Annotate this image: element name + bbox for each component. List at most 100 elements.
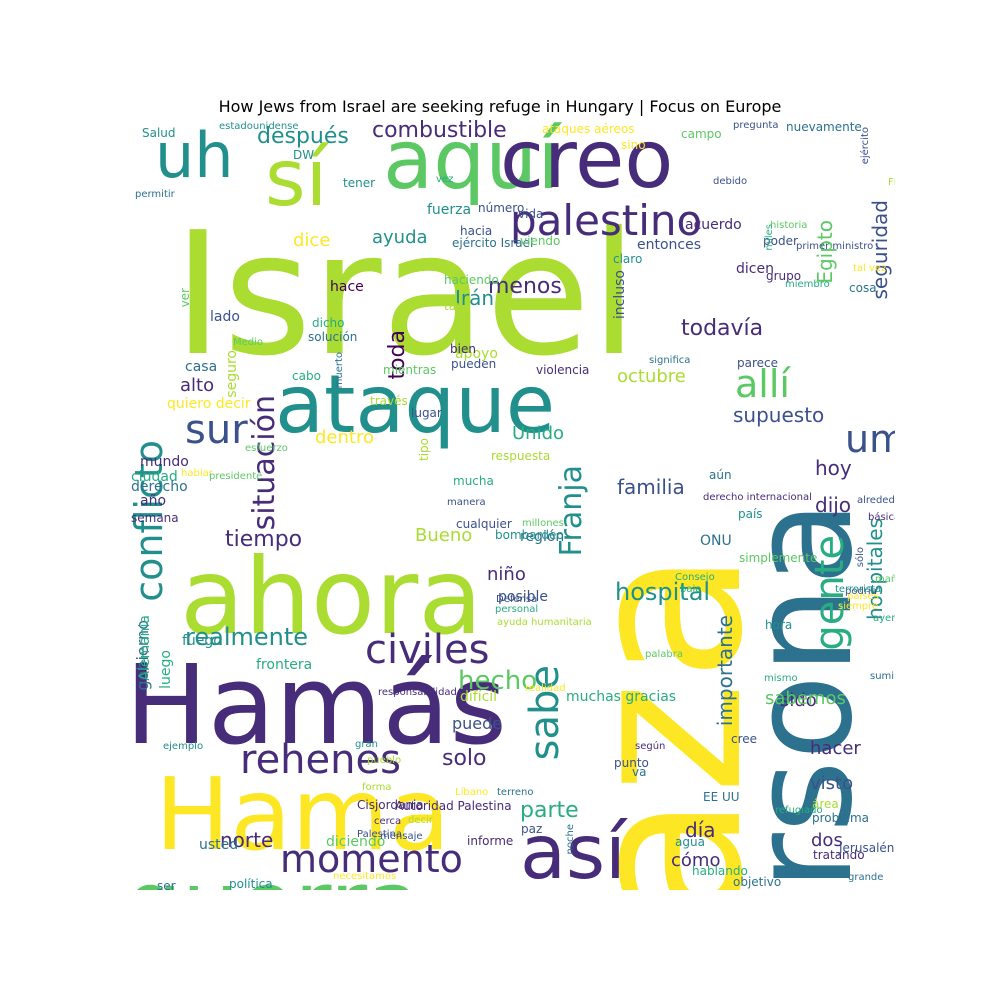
- word-cosa: cosa: [849, 281, 877, 295]
- word-hablando: hablando: [692, 864, 748, 878]
- word-dia: día: [685, 818, 716, 842]
- word-semana: semana: [131, 511, 179, 525]
- word-dificil: difícil: [460, 689, 498, 705]
- word-esfuerzo: esfuerzo: [245, 443, 288, 454]
- word-permitir: permitir: [135, 189, 175, 200]
- word-manana: mañana: [875, 574, 895, 585]
- word-ayer: ayer: [873, 613, 895, 624]
- word-jerusalen: Jerusalén: [839, 841, 895, 855]
- word-sido: sido: [780, 690, 817, 711]
- word-basicamente: básicamente: [868, 512, 895, 523]
- word-poder: poder: [763, 234, 798, 248]
- word-noche: noche: [565, 824, 576, 855]
- word-cloud: IsraelGazapersonaHamásahoraHamaguerraata…: [125, 120, 895, 890]
- word-problema: problema: [812, 811, 870, 825]
- word-debido: debido: [713, 176, 748, 187]
- word-defensa: Defensa: [496, 594, 538, 605]
- word-bombardeo: bombardeo: [495, 528, 564, 542]
- word-importante: importante: [713, 615, 737, 727]
- word-pregunta: pregunta: [733, 120, 779, 131]
- word-palestina: Palestina: [357, 829, 403, 840]
- word-punto: punto: [614, 756, 649, 770]
- word-millones: millones: [522, 518, 564, 529]
- word-momento: momento: [280, 837, 463, 881]
- word-miles: miles: [764, 224, 775, 251]
- word-ejercito: ejército: [860, 127, 871, 165]
- word-grupo: grupo: [766, 269, 802, 283]
- word-tal-vez: tal vez: [853, 263, 887, 274]
- word-refugiado: refugiado: [775, 805, 823, 816]
- word-sino: sino: [621, 138, 646, 152]
- word-casa: casa: [185, 359, 218, 375]
- word-hacia: hacia: [460, 224, 493, 238]
- word-dos: dos: [811, 830, 843, 851]
- word-dicen: dicen: [736, 261, 774, 277]
- word-podria: podría: [845, 586, 877, 597]
- word-ahora: ahora: [180, 536, 483, 658]
- word-solucion: solución: [308, 330, 358, 344]
- word-hospital: hospital: [615, 578, 711, 606]
- word-fuerza: fuerza: [427, 202, 472, 218]
- word-ciudad: ciudad: [131, 469, 178, 485]
- word-bien: bien: [450, 342, 476, 356]
- word-ver: ver: [178, 288, 192, 308]
- word-palestino: palestino: [510, 196, 703, 245]
- word-numero: número: [478, 201, 525, 215]
- word-paises: países: [847, 591, 879, 602]
- word-pueblo: pueblo: [367, 755, 402, 766]
- word-muchas-gracias: muchas gracias: [566, 689, 677, 705]
- word-salud: Salud: [142, 126, 176, 140]
- word-mientras: mientras: [383, 363, 437, 377]
- word-dentro: dentro: [315, 427, 374, 448]
- word-aqui: aquí: [383, 120, 561, 208]
- word-mucha: mucha: [453, 474, 494, 488]
- word-ataque: ataque: [275, 358, 556, 451]
- word-claro: claro: [613, 252, 643, 266]
- word-bueno: Bueno: [415, 525, 473, 546]
- word-unido: Unido: [512, 423, 565, 444]
- word-paz: paz: [521, 822, 543, 836]
- word-tan: tan: [444, 299, 464, 313]
- word-significa: significa: [649, 355, 691, 366]
- word-tener: tener: [343, 176, 376, 190]
- word-ee-uu: EE UU: [703, 790, 740, 804]
- word-tiempo: tiempo: [225, 527, 303, 552]
- word-mundo: mundo: [140, 454, 189, 470]
- word-manera: manera: [447, 497, 486, 508]
- word-dicho: dicho: [312, 316, 345, 330]
- word-lugar: lugar: [411, 406, 442, 420]
- word-habiar: habiar: [181, 468, 213, 479]
- word-iran: Irán: [455, 286, 495, 310]
- word-usted: usted: [199, 837, 239, 853]
- word-vez: vez: [436, 174, 454, 185]
- word-menos: menos: [488, 274, 562, 299]
- word-ejercito-israel: ejército Israel: [452, 236, 534, 250]
- word-tipo: tipo: [417, 438, 431, 461]
- word-parece: parece: [737, 356, 779, 370]
- word-palabra: palabra: [645, 649, 683, 660]
- word-dw: DW: [293, 148, 315, 162]
- word-haciendo: haciendo: [444, 273, 499, 287]
- word-personal: personal: [495, 604, 539, 615]
- word-fuego: fuego: [182, 633, 222, 649]
- word-diciendo: diciendo: [326, 834, 386, 850]
- word-asi: así: [520, 808, 626, 890]
- word-autoridad-palestina: Autoridad Palestina: [395, 799, 512, 813]
- word-medio: Medio: [233, 337, 264, 348]
- word-guerra: guerra: [125, 860, 422, 891]
- word-ser: ser: [157, 879, 176, 890]
- word-solo: sólo: [855, 547, 866, 568]
- word-violencia: violencia: [536, 363, 590, 377]
- word-apoyo: apoyo: [455, 346, 498, 362]
- word-pais: país: [738, 507, 763, 521]
- word-todavia: todavía: [681, 316, 764, 341]
- word-decir: decir: [408, 815, 433, 826]
- word-estadounidense: estadounidense: [219, 121, 299, 132]
- word-nino: niño: [487, 564, 526, 585]
- word-pueden: pueden: [451, 357, 497, 371]
- word-cabo: cabo: [292, 369, 321, 383]
- word-solo: solo: [442, 746, 487, 771]
- word-derecho: derecho: [131, 479, 188, 495]
- word-familia: familia: [617, 475, 685, 499]
- word-supuesto: supuesto: [733, 403, 825, 427]
